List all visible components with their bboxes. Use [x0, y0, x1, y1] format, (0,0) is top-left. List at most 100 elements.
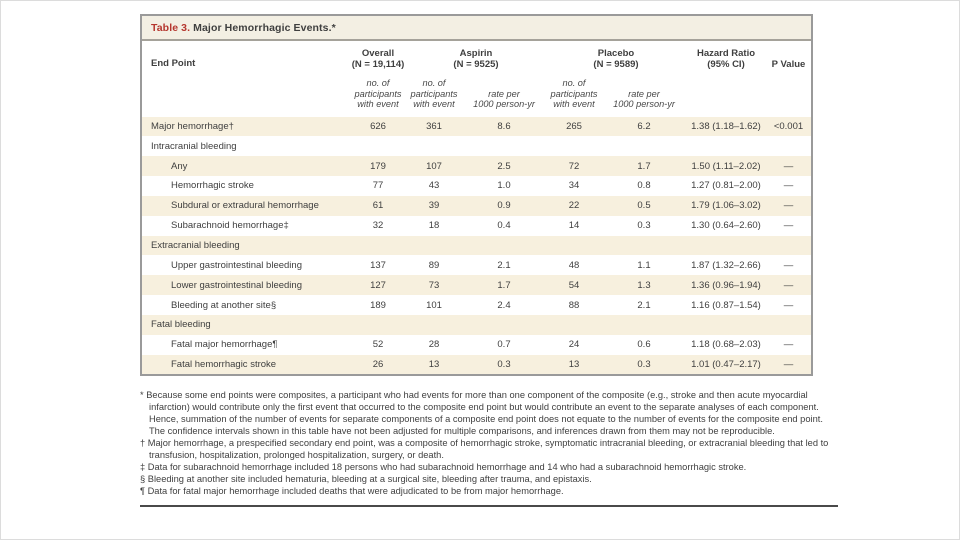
cell-placebo-rate: 1.1	[637, 259, 651, 271]
cell-endpoint: Hemorrhagic stroke	[171, 180, 254, 192]
subheader-aspirin-participants: no. of participants with event	[410, 78, 458, 109]
footnote-symbol: *	[140, 390, 147, 400]
cell-p-value: —	[783, 299, 794, 311]
footnote-symbol: §	[140, 474, 148, 484]
column-header-overall: Overall (N = 19,114)	[351, 48, 405, 70]
cell-hazard-ratio: 1.38 (1.18–1.62)	[691, 120, 761, 132]
footnote-text: Because some end points were composites,…	[146, 390, 823, 436]
cell-endpoint: Bleeding at another site§	[171, 299, 277, 311]
cell-hazard-ratio: 1.27 (0.81–2.00)	[691, 180, 761, 192]
table-figure: Table 3. Major Hemorrhagic Events.* End …	[140, 14, 813, 377]
cell-overall-participants: 137	[370, 259, 386, 271]
cell-aspirin-rate: 8.6	[497, 120, 511, 132]
cell-overall-participants: 61	[372, 200, 384, 212]
cell-endpoint: Fatal bleeding	[151, 319, 211, 331]
cell-placebo-rate: 1.7	[637, 160, 651, 172]
cell-aspirin-rate: 0.7	[497, 339, 511, 351]
cell-placebo-participants: 265	[566, 120, 582, 132]
footnote: † Major hemorrhage, a prespecified secon…	[140, 437, 838, 461]
cell-placebo-participants: 72	[568, 160, 580, 172]
cell-placebo-rate: 0.6	[637, 339, 651, 351]
cell-overall-participants: 127	[370, 279, 386, 291]
cell-aspirin-participants: 43	[428, 180, 440, 192]
cell-p-value: —	[783, 279, 794, 291]
table-row: Fatal hemorrhagic stroke 26 13 0.3 13 0.3 1.01…	[142, 354, 811, 375]
footnote-text: Data for subarachnoid hemorrhage include…	[147, 462, 747, 472]
cell-hazard-ratio: 1.30 (0.64–2.60)	[691, 220, 761, 232]
cell-hazard-ratio: 1.79 (1.06–3.02)	[691, 200, 761, 212]
column-header-placebo: Placebo (N = 9589)	[593, 48, 639, 70]
cell-overall-participants: 626	[370, 120, 386, 132]
cell-aspirin-rate: 1.7	[497, 279, 511, 291]
cell-overall-participants: 52	[372, 339, 384, 351]
cell-endpoint: Fatal major hemorrhage¶	[171, 339, 278, 351]
cell-aspirin-rate: 2.1	[497, 259, 511, 271]
cell-endpoint: Extracranial bleeding	[151, 239, 240, 251]
cell-overall-participants: 77	[372, 180, 384, 192]
table-row: Hemorrhagic stroke 77 43 1.0 34 0.8 1.27 (0.81…	[142, 176, 811, 196]
cell-p-value: —	[783, 339, 794, 351]
table-box: Table 3. Major Hemorrhagic Events.* End …	[140, 14, 813, 377]
cell-placebo-rate: 1.3	[637, 279, 651, 291]
cell-placebo-participants: 14	[568, 220, 580, 232]
cell-placebo-participants: 54	[568, 279, 580, 291]
cell-endpoint: Major hemorrhage†	[151, 120, 234, 132]
cell-placebo-participants: 13	[568, 359, 580, 371]
cell-endpoint: Subarachnoid hemorrhage‡	[171, 220, 289, 232]
cell-aspirin-participants: 28	[428, 339, 440, 351]
subheader-placebo-rate: rate per 1000 person-yr	[613, 88, 675, 110]
cell-overall-participants: 189	[370, 299, 386, 311]
cell-hazard-ratio: 1.01 (0.47–2.17)	[691, 359, 761, 371]
cell-hazard-ratio: 1.18 (0.68–2.03)	[691, 339, 761, 351]
table-title-bar: Table 3. Major Hemorrhagic Events.*	[142, 16, 811, 41]
subheader-placebo-participants: no. of participants with event	[550, 78, 598, 109]
footnote-text: Major hemorrhage, a prespecified seconda…	[147, 438, 829, 460]
cell-aspirin-participants: 39	[428, 200, 440, 212]
cell-aspirin-rate: 0.9	[497, 200, 511, 212]
cell-hazard-ratio: 1.50 (1.11–2.02)	[691, 160, 761, 172]
cell-p-value: —	[783, 200, 794, 212]
section-row: Extracranial bleeding	[142, 235, 811, 256]
table-row: Fatal major hemorrhage¶ 52 28 0.7 24 0.6 1.18 …	[142, 335, 811, 355]
cell-endpoint: Fatal hemorrhagic stroke	[171, 359, 277, 371]
footnote: ¶ Data for fatal major hemorrhage includ…	[140, 485, 838, 497]
cell-placebo-rate: 2.1	[637, 299, 651, 311]
cell-aspirin-rate: 2.5	[497, 160, 511, 172]
table-row: Major hemorrhage† 626 361 8.6 265 6.2 1.38 (1.…	[142, 116, 811, 137]
cell-p-value: <0.001	[773, 120, 804, 132]
cell-p-value: —	[783, 180, 794, 192]
cell-p-value: —	[783, 259, 794, 271]
table-number-label: Table 3.	[151, 22, 191, 34]
cell-p-value: —	[783, 160, 794, 172]
cell-aspirin-participants: 101	[426, 299, 442, 311]
cell-aspirin-rate: 1.0	[497, 180, 511, 192]
footnote-text: Data for fatal major hemorrhage included…	[147, 486, 564, 496]
cell-overall-participants: 32	[372, 220, 384, 232]
cell-aspirin-participants: 73	[428, 279, 440, 291]
cell-aspirin-participants: 361	[426, 120, 442, 132]
cell-placebo-rate: 0.3	[637, 359, 651, 371]
footnote-text: Bleeding at another site included hematu…	[147, 474, 592, 484]
table-row: Lower gastrointestinal bleeding 127 73 1.7 5…	[142, 275, 811, 296]
cell-p-value: —	[783, 220, 794, 232]
cell-placebo-participants: 88	[568, 299, 580, 311]
cell-hazard-ratio: 1.16 (0.87–1.54)	[691, 299, 761, 311]
cell-aspirin-participants: 107	[426, 160, 442, 172]
footnotes: * Because some end points were composite…	[140, 389, 838, 507]
cell-aspirin-participants: 89	[428, 259, 440, 271]
cell-overall-participants: 26	[372, 359, 384, 371]
cell-placebo-participants: 34	[568, 180, 580, 192]
cell-aspirin-rate: 2.4	[497, 299, 511, 311]
footnote: § Bleeding at another site included hema…	[140, 473, 838, 485]
cell-aspirin-rate: 0.4	[497, 220, 511, 232]
footnote-symbol: ¶	[140, 486, 148, 496]
cell-overall-participants: 179	[370, 160, 386, 172]
cell-placebo-participants: 24	[568, 339, 580, 351]
table-row: Upper gastrointestinal bleeding 137 89 2.1 4…	[142, 255, 811, 275]
column-header-aspirin: Aspirin (N = 9525)	[453, 48, 499, 70]
cell-placebo-participants: 48	[568, 259, 580, 271]
cell-hazard-ratio: 1.87 (1.32–2.66)	[691, 259, 761, 271]
column-header-p-value: P Value	[771, 59, 806, 70]
cell-hazard-ratio: 1.36 (0.96–1.94)	[691, 279, 761, 291]
